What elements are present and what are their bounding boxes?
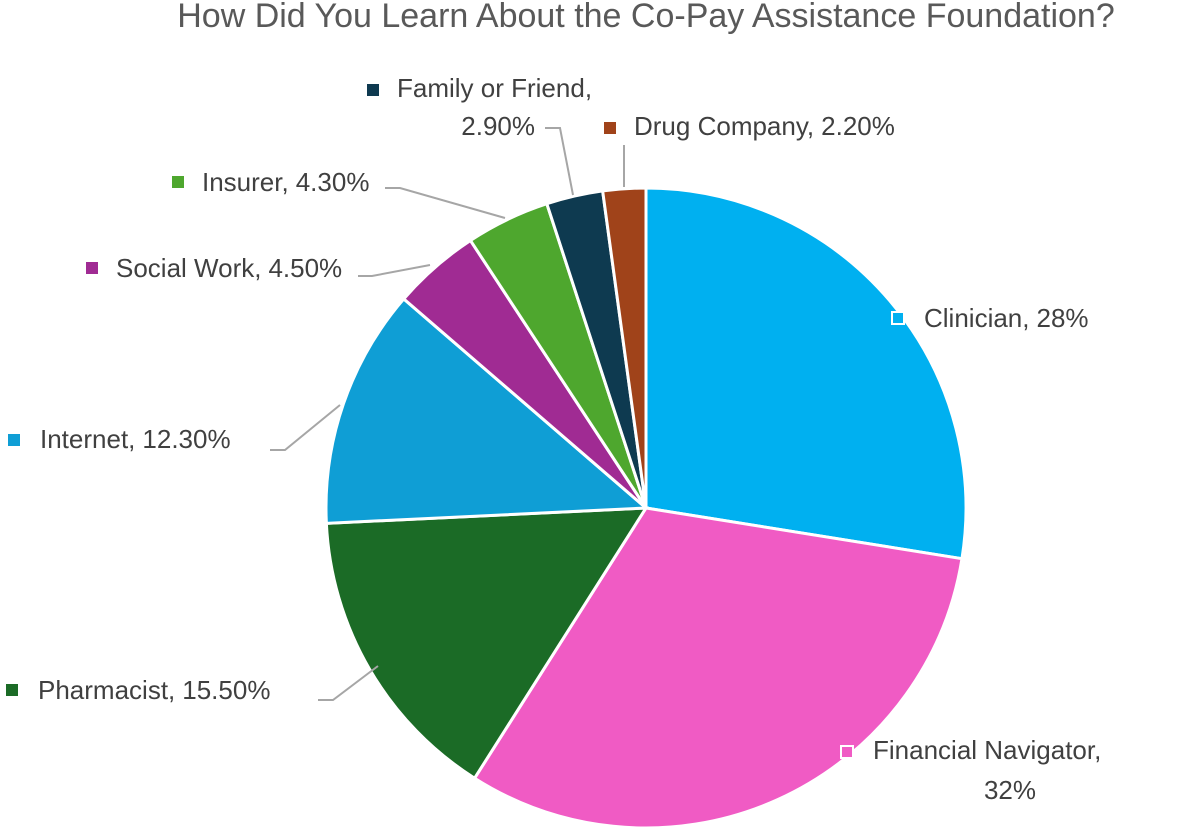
- leader-line: [358, 264, 431, 277]
- label-marker: [367, 84, 379, 96]
- data-label: Financial Navigator,: [873, 735, 1101, 765]
- label-marker: [172, 176, 184, 188]
- value-label: 15.50%: [182, 675, 270, 705]
- leader-line: [385, 187, 506, 219]
- label-marker: [891, 311, 905, 325]
- value-label: 28%: [1037, 303, 1089, 333]
- category-label: Insurer,: [202, 167, 289, 197]
- pie-slice: [644, 186, 968, 561]
- leader-line: [270, 404, 341, 451]
- data-label: Family or Friend,: [397, 73, 592, 103]
- category-label: Internet,: [40, 424, 135, 454]
- label-marker: [8, 434, 20, 446]
- label-marker: [840, 745, 854, 759]
- chart-title: How Did You Learn About the Co-Pay Assis…: [177, 0, 1115, 35]
- category-label: Drug Company,: [634, 111, 814, 141]
- category-label: Financial Navigator,: [873, 735, 1101, 765]
- data-label: Internet, 12.30%: [40, 424, 231, 454]
- value-label: 2.20%: [821, 111, 895, 141]
- value-label: 12.30%: [142, 424, 230, 454]
- category-label: Clinician,: [924, 303, 1030, 333]
- label-marker: [6, 684, 18, 696]
- value-label: 2.90%: [461, 111, 535, 141]
- data-label: Social Work, 4.50%: [116, 253, 342, 283]
- data-label: Pharmacist, 15.50%: [38, 675, 270, 705]
- pie-slice: [324, 296, 650, 525]
- label-marker: [604, 122, 616, 134]
- value-label: 4.50%: [268, 253, 342, 283]
- leader-line: [318, 665, 379, 701]
- value-label: 32%: [984, 775, 1036, 805]
- category-label: Social Work,: [116, 253, 261, 283]
- category-label: Pharmacist,: [38, 675, 175, 705]
- data-label: Insurer, 4.30%: [202, 167, 369, 197]
- value-label: 4.30%: [296, 167, 370, 197]
- category-label: Family or Friend,: [397, 73, 592, 103]
- pie-slice: [600, 186, 648, 509]
- leader-line: [545, 127, 574, 196]
- data-label: Clinician, 28%: [924, 303, 1089, 333]
- pie-slice: [324, 506, 649, 781]
- data-label: Drug Company, 2.20%: [634, 111, 895, 141]
- label-marker: [86, 262, 98, 274]
